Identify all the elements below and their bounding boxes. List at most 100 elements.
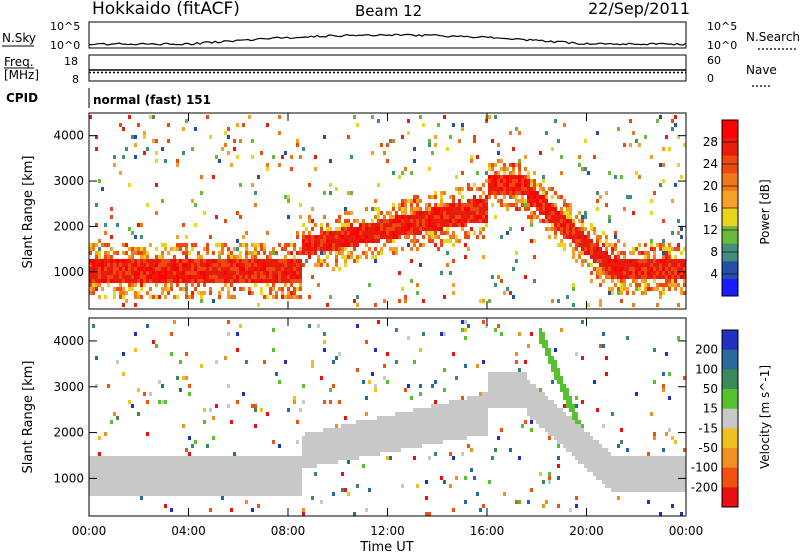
- velocity-cell: [275, 464, 278, 468]
- velocity-cell: [254, 488, 257, 492]
- velocity-cell: [173, 484, 176, 488]
- velocity-cell: [449, 416, 452, 420]
- power-cell: [506, 167, 509, 171]
- power-cell: [236, 123, 239, 127]
- power-cell: [590, 279, 593, 283]
- velocity-cell: [680, 484, 683, 488]
- velocity-cell: [488, 376, 491, 380]
- velocity-cell: [215, 404, 218, 408]
- power-cell: [665, 247, 668, 251]
- x-tick-label: 20:00: [569, 524, 604, 538]
- velocity-cell: [302, 460, 305, 464]
- nsearch-label: N.Search: [746, 30, 800, 44]
- velocity-cell: [275, 484, 278, 488]
- power-cell: [209, 275, 212, 279]
- velocity-cell: [452, 428, 455, 432]
- velocity-cell: [158, 492, 161, 496]
- velocity-cell: [209, 464, 212, 468]
- velocity-cell: [251, 472, 254, 476]
- velocity-cell: [614, 476, 617, 480]
- velocity-cell: [212, 416, 215, 420]
- velocity-cell: [674, 472, 677, 476]
- power-cell: [668, 243, 671, 247]
- velocity-cell: [314, 472, 317, 476]
- power-cell: [245, 267, 248, 271]
- velocity-cell: [248, 492, 251, 496]
- power-cell: [533, 203, 536, 207]
- velocity-cell: [602, 476, 605, 480]
- power-cell: [416, 219, 419, 223]
- velocity-cell: [452, 424, 455, 428]
- velocity-cell: [545, 352, 548, 356]
- power-cell: [557, 227, 560, 231]
- velocity-cell: [221, 492, 224, 496]
- velocity-cell: [140, 484, 143, 488]
- velocity-cell: [596, 460, 599, 464]
- power-cell: [500, 191, 503, 195]
- power-cell: [392, 231, 395, 235]
- velocity-cell: [152, 476, 155, 480]
- velocity-cell: [290, 460, 293, 464]
- velocity-cell: [149, 476, 152, 480]
- power-cell: [287, 287, 290, 291]
- velocity-cell: [365, 448, 368, 452]
- power-cell: [671, 263, 674, 267]
- velocity-cell: [203, 480, 206, 484]
- power-cell: [182, 127, 185, 131]
- velocity-cell: [137, 476, 140, 480]
- velocity-cell: [302, 444, 305, 448]
- velocity-cell: [605, 464, 608, 468]
- velocity-cell: [278, 464, 281, 468]
- power-cell: [611, 275, 614, 279]
- velocity-cell: [251, 488, 254, 492]
- power-cell: [290, 243, 293, 247]
- power-cell: [653, 279, 656, 283]
- velocity-cell: [230, 420, 233, 424]
- velocity-cell: [299, 488, 302, 492]
- power-cell: [218, 159, 221, 163]
- velocity-cell: [107, 480, 110, 484]
- velocity-cell: [350, 428, 353, 432]
- velocity-cell: [98, 468, 101, 472]
- velocity-cell: [563, 420, 566, 424]
- velocity-cell: [329, 400, 332, 404]
- power-cell: [596, 199, 599, 203]
- velocity-cell: [599, 452, 602, 456]
- velocity-cell: [437, 436, 440, 440]
- velocity-cell: [650, 484, 653, 488]
- velocity-cell: [182, 488, 185, 492]
- power-cell: [410, 199, 413, 203]
- velocity-cell: [347, 428, 350, 432]
- velocity-cell: [254, 484, 257, 488]
- velocity-cell: [488, 400, 491, 404]
- power-cell: [254, 251, 257, 255]
- velocity-cell: [344, 424, 347, 428]
- power-cell: [278, 131, 281, 135]
- velocity-cell: [236, 464, 239, 468]
- power-cell: [305, 259, 308, 263]
- power-cell: [224, 275, 227, 279]
- velocity-cell: [533, 396, 536, 400]
- velocity-cell: [173, 320, 176, 324]
- power-cell: [548, 235, 551, 239]
- power-cell: [515, 163, 518, 167]
- power-cell: [683, 291, 686, 295]
- velocity-cell: [602, 460, 605, 464]
- power-cell: [647, 287, 650, 291]
- velocity-cell: [473, 408, 476, 412]
- velocity-cell: [542, 336, 545, 340]
- power-cell: [119, 123, 122, 127]
- power-cell: [515, 191, 518, 195]
- power-cell: [194, 263, 197, 267]
- velocity-cell: [92, 472, 95, 476]
- velocity-cell: [452, 352, 455, 356]
- power-cell: [134, 155, 137, 159]
- velocity-cell: [398, 424, 401, 428]
- velocity-cell: [401, 432, 404, 436]
- x-tick-label: 00:00: [72, 524, 107, 538]
- power-cell: [581, 239, 584, 243]
- power-cell: [308, 235, 311, 239]
- power-cell: [500, 235, 503, 239]
- power-cell: [599, 195, 602, 199]
- power-cell: [347, 223, 350, 227]
